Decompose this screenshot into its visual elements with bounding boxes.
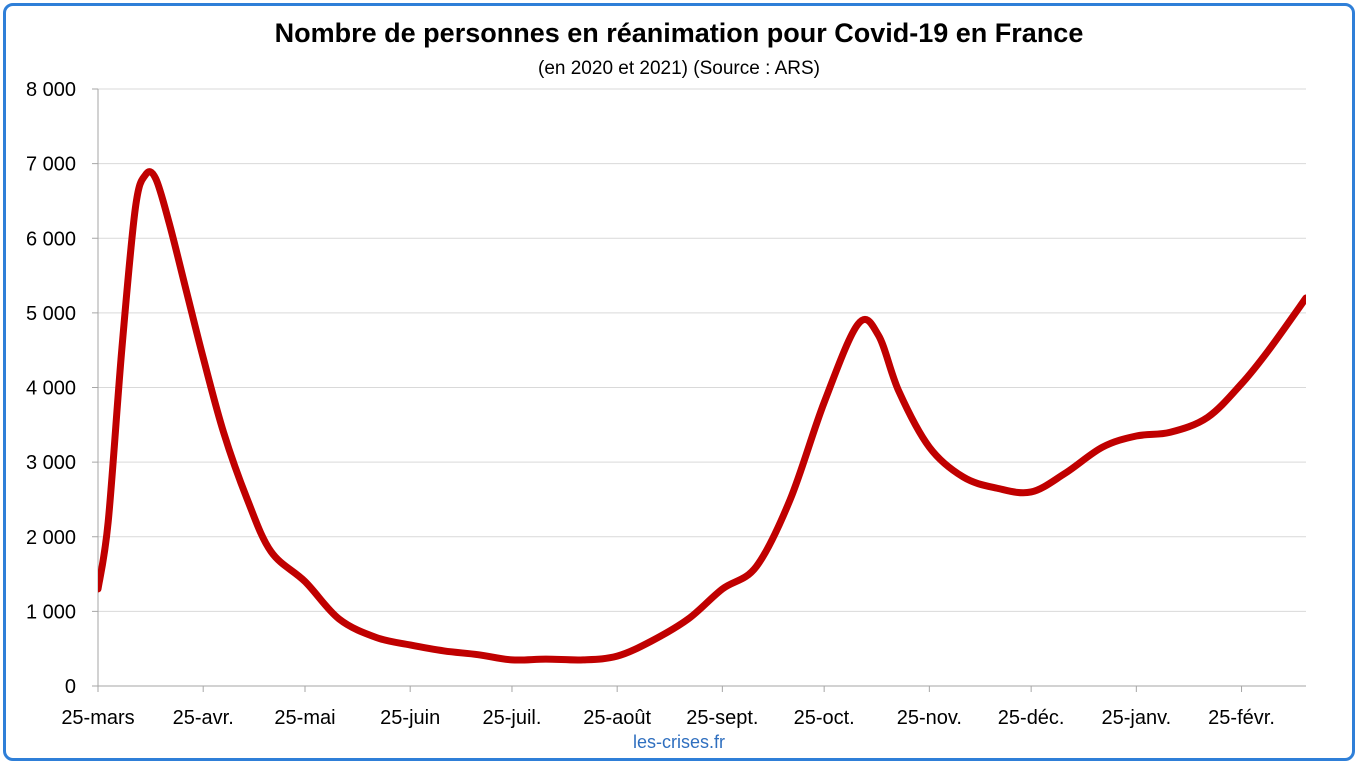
series-group xyxy=(98,168,1306,664)
x-tick-label: 25-oct. xyxy=(794,707,855,729)
y-tick-label: 4 000 xyxy=(26,378,76,400)
y-axis-ticks: 0 1 000 2 000 3 000 4 000 5 000 6 000 7 000 8 00… xyxy=(26,79,98,698)
chart-title: Nombre de personnes en réanimation pour … xyxy=(274,18,1084,48)
y-tick-label: 2 000 xyxy=(26,527,76,549)
x-axis-ticks: 25-mars 25-avr. 25-mai 25-juin 25-juil. 25-ao… xyxy=(61,686,1275,729)
y-tick-label: 1 000 xyxy=(26,601,76,623)
x-tick-label: 25-nov. xyxy=(897,707,962,729)
x-tick-label: 25-juil. xyxy=(483,707,542,729)
x-tick-label: 25-avr. xyxy=(173,707,234,729)
x-tick-label: 25-juin xyxy=(380,707,440,729)
chart-subtitle: (en 2020 et 2021) (Source : ARS) xyxy=(538,58,820,79)
x-tick-label: 25-janv. xyxy=(1102,707,1172,729)
x-tick-label: 25-mai xyxy=(274,707,335,729)
y-tick-label: 5 000 xyxy=(26,303,76,325)
x-tick-label: 25-sept. xyxy=(686,707,758,729)
gridlines xyxy=(98,88,1306,612)
y-tick-label: 3 000 xyxy=(26,452,76,474)
x-tick-label: 25-déc. xyxy=(998,707,1065,729)
x-tick-label: 25-août xyxy=(583,707,651,729)
chart-frame xyxy=(3,3,1355,761)
y-tick-label: 0 xyxy=(65,676,76,698)
y-tick-label: 7 000 xyxy=(26,154,76,176)
x-tick-label: 25-févr. xyxy=(1208,707,1275,729)
source-credit: les-crises.fr xyxy=(632,732,725,752)
x-tick-label: 25-mars xyxy=(61,707,134,729)
y-tick-label: 8 000 xyxy=(26,79,76,101)
series-line xyxy=(98,168,1306,664)
y-tick-label: 6 000 xyxy=(26,228,76,250)
